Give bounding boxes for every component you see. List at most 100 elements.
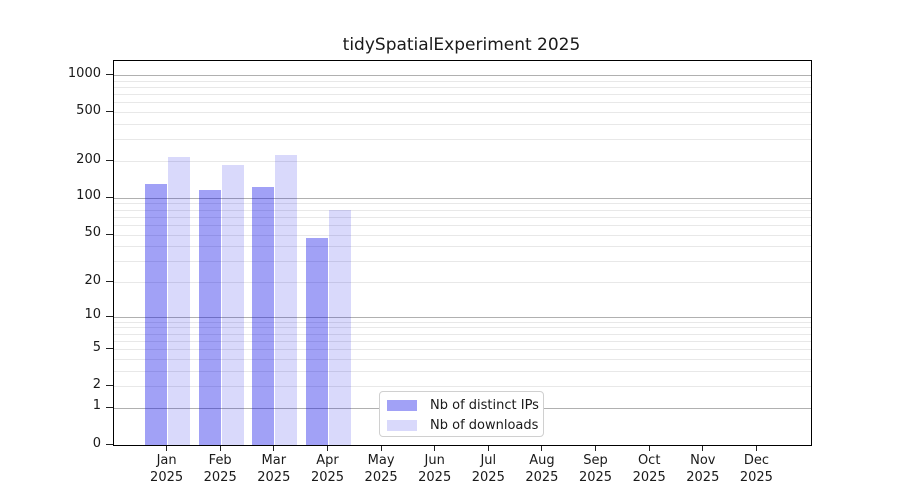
legend-label-distinct-ips: Nb of distinct IPs xyxy=(430,397,539,413)
y-tick-mark xyxy=(106,196,113,199)
gridline-minor xyxy=(114,386,811,388)
x-tick-year: 2025 xyxy=(418,470,452,485)
x-tick-month: Apr xyxy=(316,453,339,468)
y-tick-mark xyxy=(106,406,113,409)
x-tick-month: Aug xyxy=(529,453,555,468)
gridline-minor xyxy=(114,234,811,236)
y-tick-mark xyxy=(106,385,113,387)
y-tick-mark xyxy=(106,315,113,317)
gridline-minor xyxy=(114,124,811,125)
legend-swatch-downloads-icon xyxy=(387,419,417,431)
bar-jan-distinct-ips xyxy=(145,183,168,445)
y-tick-label: 500 xyxy=(76,102,101,118)
gridline-minor xyxy=(114,87,811,88)
bar-mar-distinct-ips xyxy=(252,187,275,445)
y-tick-mark xyxy=(106,160,113,162)
chart-title: tidySpatialExperiment 2025 xyxy=(342,35,581,55)
gridline-minor xyxy=(114,246,811,248)
x-tick-month: Oct xyxy=(637,453,661,468)
bar-feb-downloads xyxy=(221,165,244,445)
y-tick-mark xyxy=(106,444,113,446)
gridline-major xyxy=(114,316,811,318)
y-tick-label: 1000 xyxy=(67,65,101,81)
x-tick-year: 2025 xyxy=(525,470,559,485)
y-tick-label: 1 xyxy=(92,398,101,414)
x-tick-year: 2025 xyxy=(686,470,720,485)
x-tick-month: Jan xyxy=(156,453,177,468)
gridline-minor xyxy=(114,327,811,329)
x-tick-label-feb: Feb 2025 xyxy=(187,452,253,486)
x-tick-mark xyxy=(702,445,704,451)
x-tick-year: 2025 xyxy=(150,470,184,485)
x-tick-mark xyxy=(434,445,436,451)
bar-apr-distinct-ips xyxy=(306,237,328,445)
gridline-minor xyxy=(114,349,811,351)
x-tick-year: 2025 xyxy=(632,470,666,485)
gridline-minor xyxy=(114,282,811,283)
plot-area: Nb of distinct IPs Nb of downloads xyxy=(113,60,812,446)
gridline-major xyxy=(114,75,811,76)
gridline-minor xyxy=(114,139,811,141)
gridline-minor xyxy=(114,203,811,205)
bar-mar-downloads xyxy=(275,154,298,445)
x-tick-mark xyxy=(541,445,543,451)
x-tick-mark xyxy=(380,445,382,451)
y-tick-label: 0 xyxy=(92,435,101,451)
gridline-minor xyxy=(114,112,811,114)
y-tick-label: 5 xyxy=(92,339,101,355)
y-tick-mark xyxy=(106,281,113,283)
gridline-minor xyxy=(114,209,811,211)
x-tick-year: 2025 xyxy=(739,470,773,485)
x-tick-month: Jun xyxy=(424,453,445,468)
y-tick-label: 50 xyxy=(84,225,101,240)
x-tick-mark xyxy=(166,445,168,451)
x-tick-year: 2025 xyxy=(203,470,237,485)
gridline-minor xyxy=(114,102,811,104)
x-tick-mark xyxy=(273,445,275,451)
x-tick-month: Sep xyxy=(583,453,608,468)
x-tick-mark xyxy=(594,445,597,451)
gridline-minor xyxy=(114,333,811,335)
x-tick-label-mar: Mar 2025 xyxy=(241,452,307,486)
x-tick-mark xyxy=(326,445,329,451)
x-tick-mark xyxy=(219,445,221,451)
x-tick-month: Feb xyxy=(208,453,232,468)
gridline-minor xyxy=(114,94,811,96)
x-tick-month: Jul xyxy=(480,453,497,468)
y-tick-label: 2 xyxy=(92,376,101,392)
bar-jan-downloads xyxy=(168,156,191,445)
x-tick-label-nov: Nov 2025 xyxy=(670,452,736,486)
y-tick-mark xyxy=(106,233,113,235)
gridline-minor xyxy=(114,161,811,162)
gridline-minor xyxy=(114,261,811,263)
x-tick-month: Dec xyxy=(743,453,769,468)
x-tick-year: 2025 xyxy=(310,470,345,485)
gridline-minor xyxy=(114,216,811,218)
gridline-minor xyxy=(114,340,811,342)
y-tick-mark xyxy=(106,74,113,76)
x-tick-label-dec: Dec 2025 xyxy=(723,452,789,486)
y-tick-mark xyxy=(106,111,113,113)
x-tick-label-may: May 2025 xyxy=(348,452,414,486)
y-tick-label: 10 xyxy=(84,307,101,323)
x-tick-mark xyxy=(648,445,650,451)
x-tick-label-sep: Sep 2025 xyxy=(563,452,629,486)
y-tick-label: 100 xyxy=(76,188,101,204)
legend-item-downloads: Nb of downloads xyxy=(387,415,543,435)
x-tick-year: 2025 xyxy=(578,470,613,485)
x-tick-month: May xyxy=(367,453,395,468)
gridline-minor xyxy=(114,321,811,323)
legend-swatch-ips-icon xyxy=(387,399,417,411)
gridline-minor xyxy=(114,358,811,360)
x-tick-year: 2025 xyxy=(364,470,398,485)
gridline-minor xyxy=(114,80,811,82)
x-tick-label-apr: Apr 2025 xyxy=(295,452,361,486)
x-tick-year: 2025 xyxy=(471,470,505,485)
x-tick-label-aug: Aug 2025 xyxy=(509,452,575,486)
x-tick-label-jan: Jan 2025 xyxy=(134,452,200,486)
gridline-minor xyxy=(114,370,811,372)
legend: Nb of distinct IPs Nb of downloads xyxy=(379,391,544,437)
x-tick-year: 2025 xyxy=(257,470,291,485)
x-tick-mark xyxy=(487,445,489,451)
